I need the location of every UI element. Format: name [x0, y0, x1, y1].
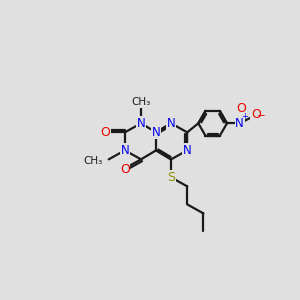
Text: N: N — [121, 144, 129, 157]
Text: +: + — [241, 112, 248, 121]
Text: N: N — [152, 126, 161, 139]
Text: O: O — [100, 126, 110, 139]
Text: N: N — [137, 117, 146, 130]
Text: S: S — [167, 171, 175, 184]
Text: −: − — [257, 111, 266, 121]
Text: CH₃: CH₃ — [131, 97, 151, 107]
Text: N: N — [235, 117, 244, 130]
Text: O: O — [236, 102, 246, 115]
Text: CH₃: CH₃ — [83, 155, 102, 166]
Text: O: O — [120, 163, 130, 176]
Text: O: O — [251, 108, 261, 121]
Text: N: N — [167, 117, 176, 130]
Text: N: N — [183, 144, 192, 157]
